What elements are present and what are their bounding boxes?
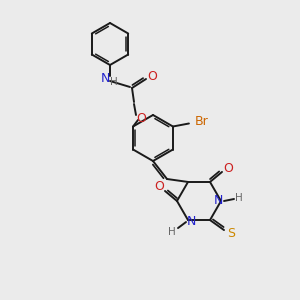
Text: Br: Br: [195, 115, 209, 128]
Text: H: H: [235, 193, 243, 203]
Text: N: N: [213, 194, 223, 206]
Text: N: N: [100, 73, 110, 85]
Text: H: H: [110, 77, 118, 87]
Text: O: O: [147, 70, 157, 83]
Text: O: O: [154, 181, 164, 194]
Text: S: S: [227, 226, 235, 240]
Text: O: O: [136, 112, 146, 125]
Text: N: N: [186, 214, 196, 228]
Text: O: O: [223, 162, 233, 176]
Text: H: H: [168, 227, 176, 237]
